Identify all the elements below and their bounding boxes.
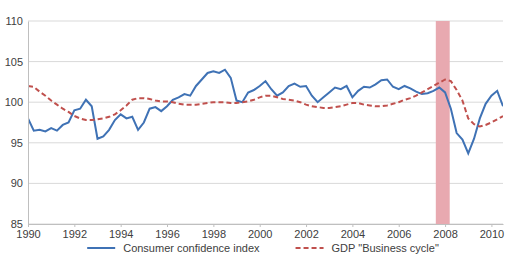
chart: 8590951001051101990199219941996199820002… [0, 0, 526, 256]
tick-mark [167, 224, 168, 227]
series-line [28, 79, 503, 126]
tick: 2000 [248, 224, 272, 240]
tick-label: 2000 [248, 228, 272, 240]
tick: 1996 [155, 224, 179, 240]
tick: 2010 [480, 224, 504, 240]
tick: 95 [11, 137, 28, 149]
tick-label: 95 [11, 137, 23, 149]
tick-label: 105 [5, 56, 23, 68]
series-line [28, 70, 503, 154]
tick: 2008 [433, 224, 457, 240]
tick-mark [213, 224, 214, 227]
tick: 1990 [16, 224, 40, 240]
tick-label: 2008 [433, 228, 457, 240]
tick-mark [121, 224, 122, 227]
legend-label: Consumer confidence index [123, 242, 260, 254]
legend: Consumer confidence index GDP "Business c… [87, 242, 439, 254]
tick-mark [260, 224, 261, 227]
grid-line [28, 224, 503, 225]
tick: 2002 [294, 224, 318, 240]
legend-item: GDP "Business cycle" [296, 242, 439, 254]
tick: 1992 [63, 224, 87, 240]
tick: 100 [5, 96, 28, 108]
grid-line [28, 142, 503, 143]
tick-mark [445, 224, 446, 227]
tick-label: 1998 [202, 228, 226, 240]
legend-swatch [296, 247, 324, 249]
axis-line [29, 224, 504, 225]
y-axis: 859095100105110 [5, 15, 29, 230]
tick: 105 [5, 56, 28, 68]
tick-label: 90 [11, 177, 23, 189]
grid [28, 21, 503, 224]
tick: 1994 [109, 224, 133, 240]
tick-label: 1996 [155, 228, 179, 240]
grid-line [28, 21, 503, 22]
tick-label: 2010 [480, 228, 504, 240]
plot-area [28, 21, 503, 224]
tick: 1998 [202, 224, 226, 240]
legend-label: GDP "Business cycle" [332, 242, 439, 254]
tick-mark [352, 224, 353, 227]
x-axis: 1990 1992 1994 1996 1998 2000 2002 2004 2006 2008… [16, 224, 504, 240]
tick-label: 2006 [387, 228, 411, 240]
tick-mark [399, 224, 400, 227]
tick-label: 100 [5, 96, 23, 108]
tick-label: 110 [5, 15, 23, 27]
tick-mark [74, 224, 75, 227]
tick: 90 [11, 177, 28, 189]
legend-swatch [87, 247, 115, 249]
legend-item: Consumer confidence index [87, 242, 260, 254]
tick: 2004 [341, 224, 365, 240]
tick: 2006 [387, 224, 411, 240]
tick-label: 2002 [294, 228, 318, 240]
grid-line [28, 183, 503, 184]
grid-line [28, 102, 503, 103]
tick-label: 1992 [63, 228, 87, 240]
grid-line [28, 61, 503, 62]
shaded-region [436, 21, 450, 224]
axis-line [28, 22, 29, 225]
tick: 110 [5, 15, 28, 27]
tick-mark [306, 224, 307, 227]
tick-label: 1994 [109, 228, 133, 240]
tick-mark [491, 224, 492, 227]
tick-label: 2004 [341, 228, 365, 240]
tick-mark [28, 224, 29, 227]
tick-label: 1990 [16, 228, 40, 240]
